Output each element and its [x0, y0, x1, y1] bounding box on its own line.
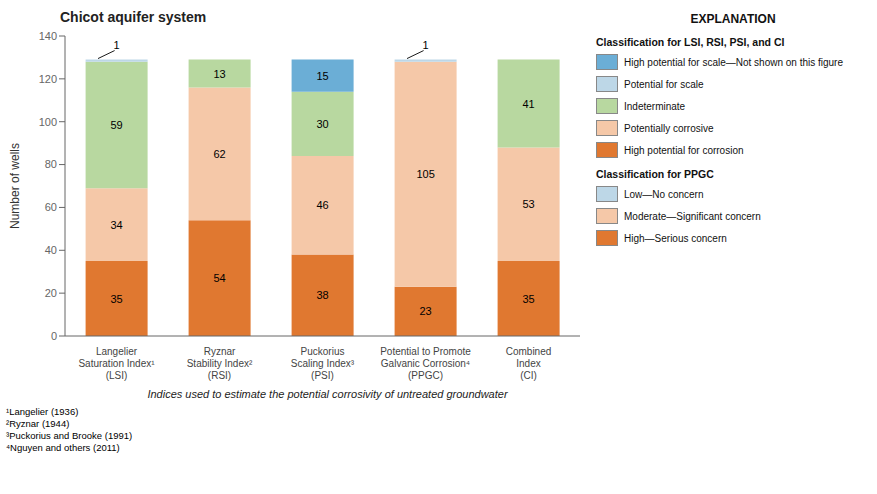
svg-text:Number of wells: Number of wells — [8, 143, 22, 229]
svg-text:23: 23 — [419, 305, 431, 317]
html-text:¹Langelier (1936): ¹Langelier (1936) — [6, 406, 79, 417]
html-text:Low—No concern: Low—No concern — [624, 188, 704, 200]
html-text:High—Serious concern: High—Serious concern — [624, 232, 727, 244]
svg-text:34: 34 — [110, 219, 122, 231]
svg-text:105: 105 — [416, 168, 434, 180]
svg-text:35: 35 — [110, 293, 122, 305]
svg-text:1: 1 — [114, 39, 120, 51]
svg-text:15: 15 — [316, 70, 328, 82]
svg-text:53: 53 — [522, 198, 534, 210]
svg-text:62: 62 — [213, 148, 225, 160]
svg-text:54: 54 — [213, 272, 225, 284]
svg-text:140: 140 — [39, 30, 57, 42]
svg-text:0: 0 — [51, 330, 57, 342]
svg-text:120: 120 — [39, 73, 57, 85]
svg-text:60: 60 — [45, 201, 57, 213]
svg-text:35: 35 — [522, 293, 534, 305]
svg-text:1: 1 — [423, 39, 429, 51]
svg-text:20: 20 — [45, 287, 57, 299]
html-text:Classification for PPGC: Classification for PPGC — [596, 168, 714, 180]
svg-text:LangelierSaturation Index¹(LSI: LangelierSaturation Index¹(LSI) — [78, 346, 155, 381]
svg-text:38: 38 — [316, 289, 328, 301]
svg-text:40: 40 — [45, 244, 57, 256]
html-text:Indices used to estimate the p: Indices used to estimate the potential c… — [147, 388, 508, 400]
svg-text:59: 59 — [110, 119, 122, 131]
svg-text:80: 80 — [45, 158, 57, 170]
svg-text:CombinedIndex(CI): CombinedIndex(CI) — [506, 346, 552, 381]
svg-text:PuckoriusScaling Index³(PSI): PuckoriusScaling Index³(PSI) — [291, 346, 355, 381]
html-text:High potential for corrosion: High potential for corrosion — [624, 144, 744, 156]
html-text:⁴Nguyen and others (2011): ⁴Nguyen and others (2011) — [6, 442, 120, 453]
html-text:Indeterminate: Indeterminate — [624, 100, 686, 112]
svg-text:46: 46 — [316, 199, 328, 211]
html-text:Potentially corrosive: Potentially corrosive — [624, 122, 714, 134]
svg-text:41: 41 — [522, 98, 534, 110]
html-text:Moderate—Significant concern: Moderate—Significant concern — [624, 210, 761, 222]
svg-text:30: 30 — [316, 118, 328, 130]
svg-text:100: 100 — [39, 116, 57, 128]
html-text:Chicot aquifer system: Chicot aquifer system — [60, 9, 207, 25]
html-text:EXPLANATION: EXPLANATION — [690, 12, 776, 26]
html-text:Classification for LSI, RSI, P: Classification for LSI, RSI, PSI, and CI — [596, 36, 785, 48]
html-text:High potential for scale—Not s: High potential for scale—Not shown on th… — [624, 56, 843, 68]
svg-text:13: 13 — [213, 68, 225, 80]
html-text:Potential for scale: Potential for scale — [624, 78, 704, 90]
html-text:³Puckorius and Brooke (1991): ³Puckorius and Brooke (1991) — [6, 430, 133, 441]
svg-text:Potential to PromoteGalvanic C: Potential to PromoteGalvanic Corrosion⁴(… — [380, 346, 471, 381]
html-text:²Ryznar (1944): ²Ryznar (1944) — [6, 418, 70, 429]
svg-text:RyznarStability Index²(RSI): RyznarStability Index²(RSI) — [187, 346, 253, 381]
